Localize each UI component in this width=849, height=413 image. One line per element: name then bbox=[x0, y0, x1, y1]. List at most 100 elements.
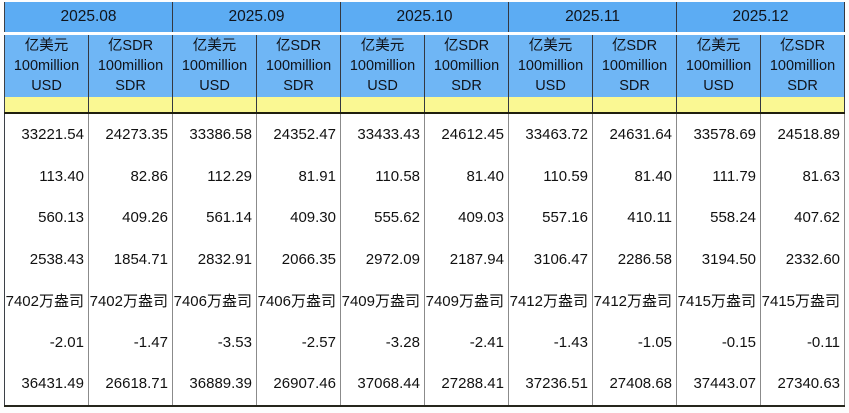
data-cell: 2066.35 bbox=[256, 238, 341, 280]
unit-line-code: USD bbox=[199, 78, 230, 94]
data-cell: 111.79 bbox=[676, 155, 762, 197]
data-cell: 36889.39 bbox=[172, 363, 257, 406]
unit-line-cn: 亿SDR bbox=[443, 38, 490, 54]
data-cell: 1854.71 bbox=[88, 238, 173, 280]
data-cell: 110.58 bbox=[340, 155, 425, 197]
data-cell: 112.29 bbox=[172, 155, 257, 197]
data-cell: 26907.46 bbox=[256, 363, 341, 406]
data-cell: 7406万盎司 bbox=[172, 280, 257, 322]
data-cell: 2538.43 bbox=[4, 238, 89, 280]
data-cell: 37068.44 bbox=[340, 363, 425, 406]
unit-header-cell-sdr: 亿SDR 100million SDR bbox=[424, 33, 509, 97]
month-header-cell: 2025.09 bbox=[172, 2, 341, 35]
data-cell: 33386.58 bbox=[172, 113, 257, 156]
data-cell: 7412万盎司 bbox=[592, 280, 678, 322]
data-cell: 7402万盎司 bbox=[4, 280, 89, 322]
data-cell: -2.01 bbox=[4, 321, 89, 363]
unit-line-cn: 亿SDR bbox=[779, 38, 826, 54]
data-cell: 7415万盎司 bbox=[676, 280, 762, 322]
unit-header-row: 亿美元 100million USD 亿SDR 100million SDR 亿… bbox=[4, 33, 846, 97]
unit-header-cell-usd: 亿美元 100million USD bbox=[172, 33, 257, 97]
data-cell: 113.40 bbox=[4, 155, 89, 197]
unit-line-en: 100million bbox=[601, 58, 668, 74]
data-cell: 36431.49 bbox=[4, 363, 89, 406]
unit-line-en: 100million bbox=[349, 58, 416, 74]
unit-line-code: SDR bbox=[451, 78, 482, 94]
data-cell: -1.05 bbox=[592, 321, 678, 363]
table-row: -2.01 -1.47 -3.53 -2.57 -3.28 -2.41 -1.4… bbox=[4, 321, 846, 363]
data-cell: 81.91 bbox=[256, 155, 341, 197]
unit-line-cn: 亿SDR bbox=[275, 38, 322, 54]
data-cell: 557.16 bbox=[508, 197, 593, 239]
data-cell: 410.11 bbox=[592, 197, 678, 239]
unit-line-cn: 亿美元 bbox=[528, 38, 573, 54]
data-cell: -1.43 bbox=[508, 321, 593, 363]
data-cell: -1.47 bbox=[88, 321, 173, 363]
unit-line-cn: 亿美元 bbox=[192, 38, 237, 54]
month-header-row: 2025.08 2025.09 2025.10 2025.11 2025.12 bbox=[4, 2, 846, 35]
data-cell: 2332.60 bbox=[760, 238, 846, 280]
unit-line-code: USD bbox=[535, 78, 566, 94]
highlight-cell bbox=[592, 97, 678, 114]
unit-line-en: 100million bbox=[13, 58, 80, 74]
unit-header-cell-usd: 亿美元 100million USD bbox=[4, 33, 89, 97]
data-cell: -0.15 bbox=[676, 321, 762, 363]
data-cell: 33578.69 bbox=[676, 113, 762, 156]
table-row-gold-ounces: 7402万盎司 7402万盎司 7406万盎司 7406万盎司 7409万盎司 … bbox=[4, 280, 846, 322]
data-cell: -2.41 bbox=[424, 321, 509, 363]
data-cell: 555.62 bbox=[340, 197, 425, 239]
unit-header-cell-usd: 亿美元 100million USD bbox=[676, 33, 762, 97]
unit-line-en: 100million bbox=[685, 58, 752, 74]
data-cell: -3.53 bbox=[172, 321, 257, 363]
unit-line-cn: 亿美元 bbox=[696, 38, 741, 54]
unit-header-cell-usd: 亿美元 100million USD bbox=[340, 33, 425, 97]
data-cell: 2832.91 bbox=[172, 238, 257, 280]
data-cell: 407.62 bbox=[760, 197, 846, 239]
data-cell: 560.13 bbox=[4, 197, 89, 239]
unit-line-en: 100million bbox=[181, 58, 248, 74]
data-cell: 7402万盎司 bbox=[88, 280, 173, 322]
highlight-cell bbox=[508, 97, 593, 114]
data-cell: 558.24 bbox=[676, 197, 762, 239]
data-cell: 3194.50 bbox=[676, 238, 762, 280]
unit-line-en: 100million bbox=[265, 58, 332, 74]
unit-header-cell-usd: 亿美元 100million USD bbox=[508, 33, 593, 97]
highlight-cell bbox=[172, 97, 257, 114]
unit-line-cn: 亿SDR bbox=[611, 38, 658, 54]
unit-line-code: USD bbox=[703, 78, 734, 94]
unit-line-code: SDR bbox=[619, 78, 650, 94]
unit-line-en: 100million bbox=[769, 58, 836, 74]
data-cell: 561.14 bbox=[172, 197, 257, 239]
unit-header-cell-sdr: 亿SDR 100million SDR bbox=[256, 33, 341, 97]
unit-line-code: SDR bbox=[115, 78, 146, 94]
data-cell: 27340.63 bbox=[760, 363, 846, 406]
highlight-row bbox=[4, 97, 846, 114]
highlight-cell bbox=[88, 97, 173, 114]
data-cell: -3.28 bbox=[340, 321, 425, 363]
data-cell: 81.40 bbox=[424, 155, 509, 197]
data-cell: 26618.71 bbox=[88, 363, 173, 406]
unit-line-en: 100million bbox=[517, 58, 584, 74]
highlight-cell bbox=[256, 97, 341, 114]
data-cell: 7409万盎司 bbox=[424, 280, 509, 322]
data-cell: 24352.47 bbox=[256, 113, 341, 156]
data-cell: 81.40 bbox=[592, 155, 678, 197]
highlight-cell bbox=[4, 97, 89, 114]
data-cell: 409.26 bbox=[88, 197, 173, 239]
month-header-cell: 2025.12 bbox=[676, 2, 846, 35]
data-cell: 2187.94 bbox=[424, 238, 509, 280]
data-cell: 24612.45 bbox=[424, 113, 509, 156]
data-cell: 110.59 bbox=[508, 155, 593, 197]
table-row: 113.40 82.86 112.29 81.91 110.58 81.40 1… bbox=[4, 155, 846, 197]
data-cell: -0.11 bbox=[760, 321, 846, 363]
unit-header-cell-sdr: 亿SDR 100million SDR bbox=[88, 33, 173, 97]
unit-line-code: USD bbox=[367, 78, 398, 94]
data-cell: 24518.89 bbox=[760, 113, 846, 156]
data-cell: 82.86 bbox=[88, 155, 173, 197]
table-row-foreign-exchange: 33221.54 24273.35 33386.58 24352.47 3343… bbox=[4, 113, 846, 156]
unit-header-cell-sdr: 亿SDR 100million SDR bbox=[592, 33, 678, 97]
highlight-cell bbox=[340, 97, 425, 114]
data-cell: 7412万盎司 bbox=[508, 280, 593, 322]
data-cell: 7415万盎司 bbox=[760, 280, 846, 322]
